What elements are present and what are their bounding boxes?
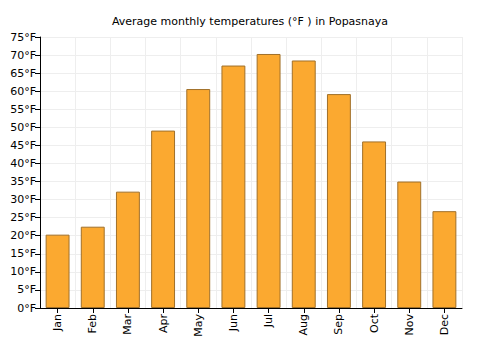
svg-text:Nov: Nov (403, 314, 416, 336)
svg-text:Average monthly temperatures (: Average monthly temperatures (°F ) in Po… (112, 15, 388, 28)
svg-text:10°F: 10°F (10, 265, 36, 278)
svg-text:5°F: 5°F (17, 283, 36, 296)
svg-text:Oct: Oct (368, 313, 381, 333)
svg-text:Aug: Aug (297, 314, 310, 335)
svg-text:Sep: Sep (332, 314, 345, 335)
svg-text:55°F: 55°F (10, 103, 36, 116)
svg-text:15°F: 15°F (10, 247, 36, 260)
svg-text:25°F: 25°F (10, 211, 36, 224)
svg-text:40°F: 40°F (10, 157, 36, 170)
svg-text:Jun: Jun (227, 314, 240, 332)
svg-text:May: May (192, 314, 205, 337)
svg-text:Jul: Jul (262, 314, 275, 328)
svg-text:30°F: 30°F (10, 193, 36, 206)
svg-text:45°F: 45°F (10, 139, 36, 152)
svg-text:Feb: Feb (86, 314, 99, 333)
svg-text:Apr: Apr (157, 314, 170, 334)
svg-text:50°F: 50°F (10, 121, 36, 134)
svg-text:Mar: Mar (121, 314, 134, 335)
svg-text:65°F: 65°F (10, 67, 36, 80)
svg-text:60°F: 60°F (10, 85, 36, 98)
svg-text:75°F: 75°F (10, 31, 36, 44)
svg-text:35°F: 35°F (10, 175, 36, 188)
svg-text:70°F: 70°F (10, 49, 36, 62)
svg-text:Dec: Dec (438, 314, 451, 335)
svg-text:20°F: 20°F (10, 229, 36, 242)
svg-text:Jan: Jan (51, 314, 64, 332)
svg-text:0°F: 0°F (17, 302, 36, 315)
